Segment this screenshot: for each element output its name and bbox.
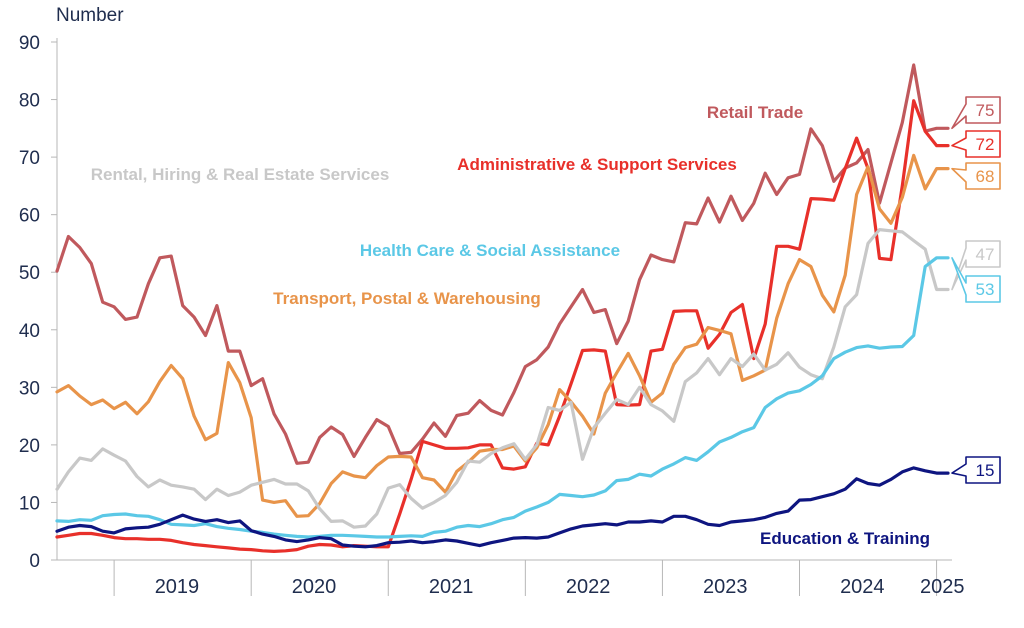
series-label: Health Care & Social Assistance [360, 241, 620, 260]
x-tick-label: 2025 [920, 576, 965, 598]
end-value-box [951, 162, 1001, 190]
end-value-box [951, 257, 1001, 303]
y-tick-label: 40 [19, 321, 40, 342]
end-value-callout: 72 [951, 130, 1001, 158]
series-label: Administrative & Support Services [457, 155, 737, 174]
y-tick-label: 80 [19, 91, 40, 112]
axes: 0 10 20 30 40 50 60 70 80 90 2019 2020 2021 2022 2023 2… [19, 33, 965, 598]
series-line [55, 153, 950, 518]
series-label: Rental, Hiring & Real Estate Services [91, 165, 390, 184]
end-value-callout: 75 [951, 96, 1001, 130]
end-value-box [951, 240, 1001, 291]
end-value-label: 75 [976, 101, 995, 120]
end-value-label: 72 [976, 135, 995, 154]
y-tick-label: 60 [19, 206, 40, 227]
series-line [55, 256, 950, 539]
y-tick-label: 90 [19, 33, 40, 54]
end-value-box [951, 456, 1001, 484]
y-tick-label: 10 [19, 493, 40, 514]
series-line [55, 228, 950, 529]
series-labels: Retail Trade Administrative & Support Ser… [91, 103, 930, 548]
x-tick-label: 2019 [155, 576, 200, 598]
series-label: Transport, Postal & Warehousing [273, 289, 541, 308]
end-value-markers: 75 72 68 47 53 15 [951, 96, 1001, 484]
series-line [55, 99, 950, 553]
series-label: Retail Trade [707, 103, 803, 122]
x-tick-label: 2023 [703, 576, 748, 598]
end-value-box [951, 96, 1001, 130]
end-value-label: 68 [976, 167, 995, 186]
y-tick-label: 70 [19, 148, 40, 169]
end-value-label: 47 [976, 245, 995, 264]
x-tick-label: 2024 [840, 576, 885, 598]
y-tick-label: 30 [19, 378, 40, 399]
series-line [55, 466, 950, 549]
end-value-callout: 15 [951, 456, 1001, 484]
series-lines [55, 63, 950, 553]
end-value-box [951, 130, 1001, 158]
end-value-callout: 53 [951, 257, 1001, 303]
end-value-callout: 47 [951, 240, 1001, 291]
series-label: Education & Training [760, 529, 930, 548]
x-tick-label: 2020 [292, 576, 337, 598]
y-tick-label: 20 [19, 436, 40, 457]
end-value-label: 53 [976, 280, 995, 299]
end-value-label: 15 [976, 461, 995, 480]
x-tick-label: 2022 [566, 576, 611, 598]
y-axis-label: Number [56, 5, 124, 26]
x-tick-label: 2021 [429, 576, 474, 598]
series-line [55, 63, 950, 465]
end-value-callout: 68 [951, 162, 1001, 190]
y-tick-label: 0 [29, 551, 40, 572]
y-tick-label: 50 [19, 263, 40, 284]
